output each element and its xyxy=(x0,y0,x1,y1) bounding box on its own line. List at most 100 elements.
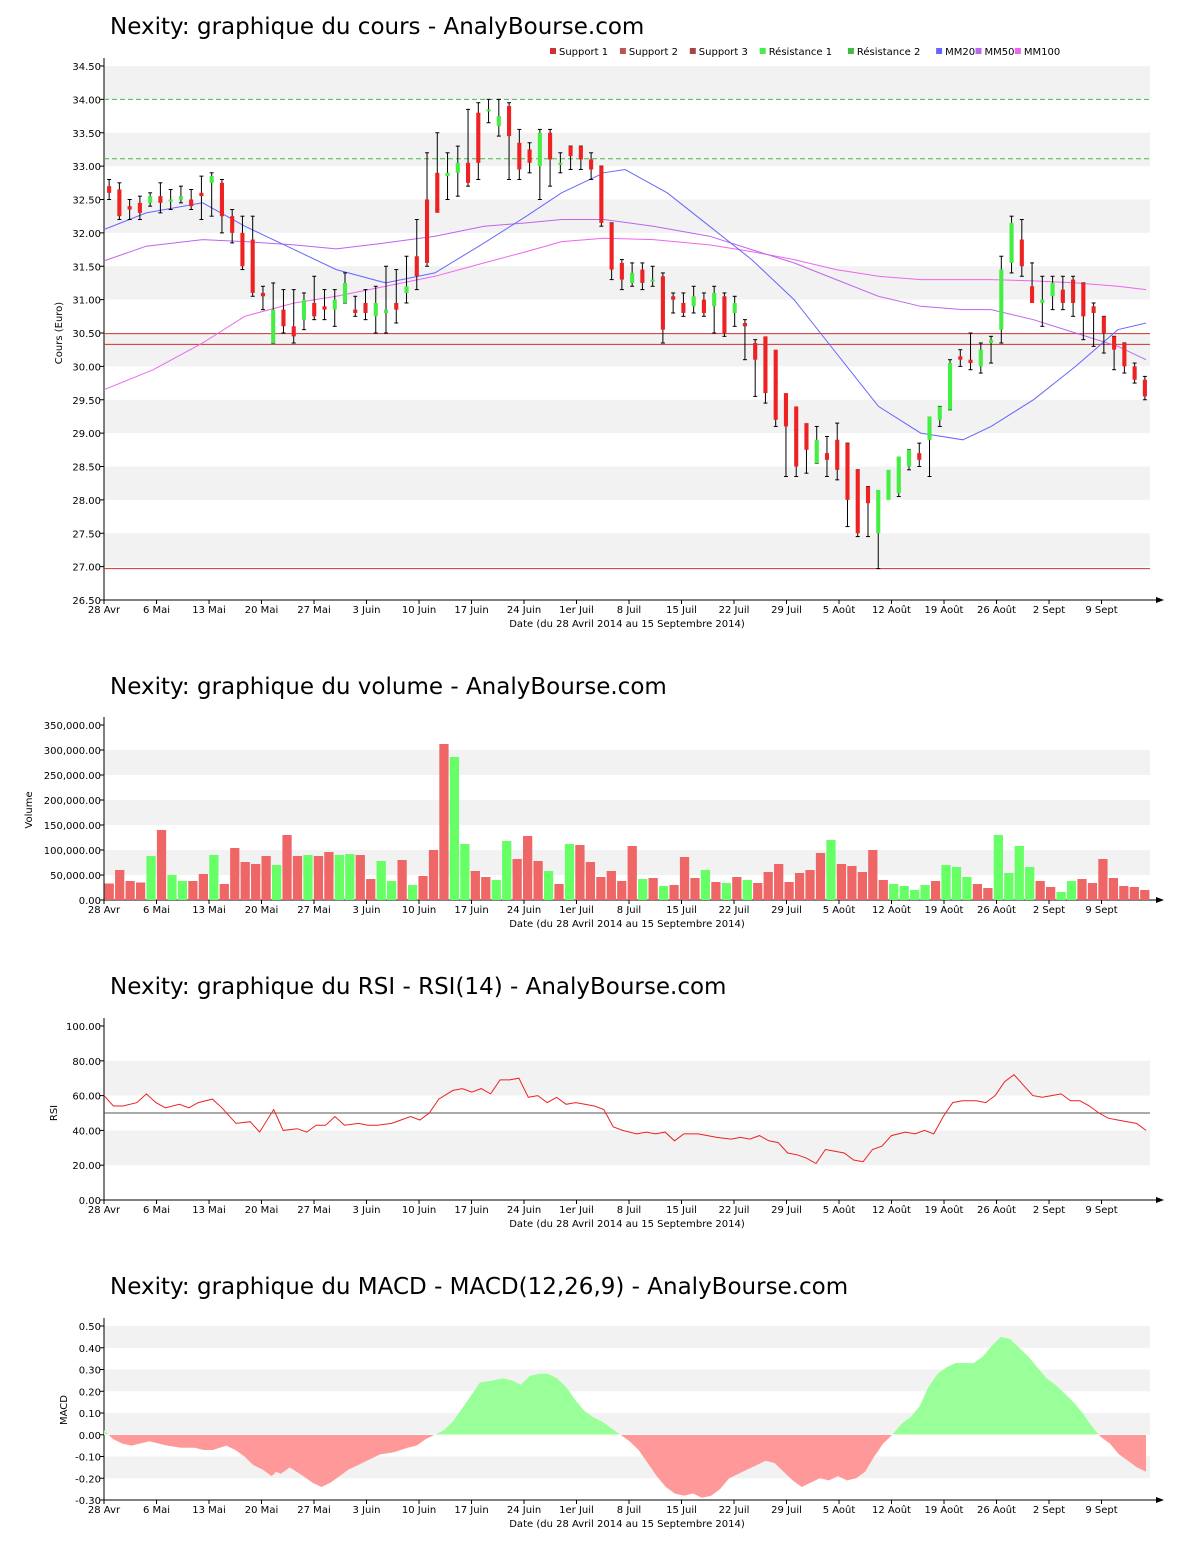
legend-label: Support 3 xyxy=(699,47,748,58)
volume-bar xyxy=(523,836,533,900)
macd-x-tick-label: 28 Avr xyxy=(88,1505,121,1516)
macd-x-tick-label: 29 Juil xyxy=(771,1505,802,1516)
price-y-tick-label: 28.00 xyxy=(72,496,101,507)
volume-bar xyxy=(125,881,135,900)
volume-bar xyxy=(1004,873,1014,900)
macd-x-axis-arrow xyxy=(1156,1497,1164,1503)
volume-bar xyxy=(606,871,616,900)
candle-body xyxy=(271,309,276,344)
price-grid-band xyxy=(104,399,1150,434)
candle-body xyxy=(681,302,686,313)
legend-swatch xyxy=(847,48,854,54)
price-x-tick-label: 15 Juil xyxy=(666,605,697,616)
price-grid-band xyxy=(104,199,1150,233)
volume-bar xyxy=(774,864,784,900)
candle-body xyxy=(937,406,942,420)
volume-bar xyxy=(1014,846,1024,900)
volume-bar xyxy=(554,884,564,900)
volume-y-tick-label: 100,000.00 xyxy=(44,846,101,857)
macd-positive-area xyxy=(104,1430,109,1435)
volume-bar xyxy=(941,865,951,900)
rsi-x-tick-label: 3 Juin xyxy=(353,1205,381,1216)
rsi-x-tick-label: 9 Sept xyxy=(1085,1205,1117,1216)
legend-label: Support 2 xyxy=(629,47,678,58)
volume-bar xyxy=(355,855,365,900)
volume-bar xyxy=(282,835,292,900)
volume-bar xyxy=(983,888,993,900)
volume-bar xyxy=(324,852,334,900)
volume-bar xyxy=(345,854,355,900)
candle-body xyxy=(404,286,409,293)
candle-body xyxy=(476,112,481,163)
volume-bar xyxy=(219,884,229,900)
candle-body xyxy=(660,276,665,330)
candle-body xyxy=(455,162,460,173)
candle-body xyxy=(209,176,214,183)
volume-bar xyxy=(261,856,271,900)
candle-body xyxy=(158,196,163,203)
legend-swatch xyxy=(1014,48,1021,54)
candle-body xyxy=(548,132,553,160)
price-y-tick-label: 30.00 xyxy=(72,362,101,373)
candle-body xyxy=(701,299,706,313)
price-y-tick-label: 31.00 xyxy=(72,296,101,307)
volume-bar xyxy=(1066,881,1077,900)
macd-y-tick-label: -0.10 xyxy=(75,1453,101,1464)
volume-x-tick-label: 20 Mai xyxy=(245,905,278,916)
price-legend: Support 1 Support 2 Support 3 Résistance 1 R… xyxy=(550,46,1060,58)
macd-x-tick-label: 27 Mai xyxy=(297,1505,330,1516)
volume-bar xyxy=(115,870,125,900)
volume-bar xyxy=(543,871,554,900)
candle-body xyxy=(599,166,604,223)
candle-body xyxy=(578,146,583,160)
volume-grid-band xyxy=(104,800,1150,825)
rsi-y-tick-label: 80.00 xyxy=(72,1057,101,1068)
volume-x-tick-label: 15 Juil xyxy=(666,905,697,916)
macd-y-tick-label: -0.30 xyxy=(75,1496,101,1507)
rsi-x-tick-label: 5 Août xyxy=(823,1204,856,1216)
price-chart-title: Nexity: graphique du cours - AnalyBourse… xyxy=(110,14,644,40)
macd-x-tick-label: 24 Juin xyxy=(507,1505,541,1516)
candle-body xyxy=(783,393,789,427)
candle-body xyxy=(917,453,922,460)
candle-body xyxy=(1040,299,1045,303)
candle-body xyxy=(804,423,809,450)
volume-y-tick-label: 250,000.00 xyxy=(44,771,101,782)
rsi-x-tick-label: 29 Juil xyxy=(771,1205,802,1216)
volume-x-tick-label: 5 Août xyxy=(823,904,856,916)
macd-positive-area xyxy=(434,1373,621,1435)
volume-bar xyxy=(366,879,376,900)
volume-x-tick-label: 3 Juin xyxy=(353,905,381,916)
candle-body xyxy=(107,186,112,193)
macd-chart-title: Nexity: graphique du MACD - MACD(12,26,9… xyxy=(110,1274,848,1300)
price-x-tick-label: 24 Juin xyxy=(507,605,541,616)
price-grid-band xyxy=(104,266,1150,300)
volume-y-tick-label: 0.00 xyxy=(79,896,101,907)
candle-body xyxy=(168,199,173,202)
volume-x-tick-label: 22 Juil xyxy=(719,905,750,916)
rsi-y-tick-label: 100.00 xyxy=(66,1022,101,1033)
volume-x-tick-label: 27 Mai xyxy=(297,905,330,916)
volume-x-tick-label: 2 Sept xyxy=(1033,905,1065,916)
volume-x-tick-label: 10 Juin xyxy=(402,905,436,916)
price-grid-band xyxy=(104,333,1150,367)
price-x-tick-label: 8 Juil xyxy=(617,605,641,616)
macd-x-tick-label: 19 Août xyxy=(925,1504,964,1516)
macd-grid-band xyxy=(104,1369,1150,1392)
volume-bar xyxy=(292,856,303,900)
candle-body xyxy=(855,469,860,534)
candle-body xyxy=(753,343,758,360)
volume-bar xyxy=(334,855,344,900)
price-x-tick-label: 2 Sept xyxy=(1033,605,1065,616)
candle-body xyxy=(260,292,266,297)
volume-x-tick-label: 6 Mai xyxy=(143,905,170,916)
candle-body xyxy=(1019,239,1024,267)
volume-bar xyxy=(470,871,480,900)
volume-bar xyxy=(271,865,282,900)
rsi-y-tick-label: 0.00 xyxy=(79,1196,101,1207)
volume-bar xyxy=(658,886,669,900)
rsi-y-label: RSI xyxy=(49,1105,60,1121)
volume-bar xyxy=(104,883,114,900)
rsi-y-tick-label: 20.00 xyxy=(72,1161,101,1172)
volume-x-tick-label: 28 Avr xyxy=(88,905,121,916)
